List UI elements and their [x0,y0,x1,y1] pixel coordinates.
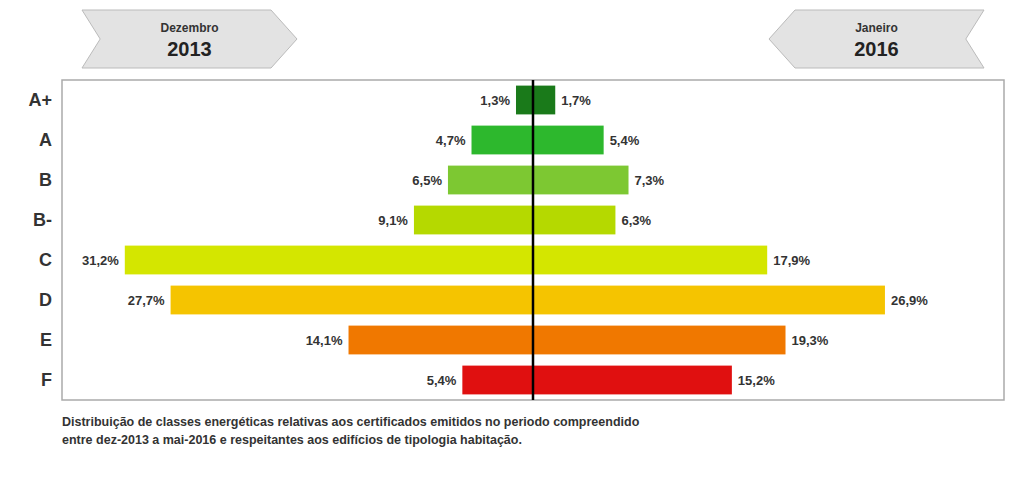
category-label: F [41,370,52,390]
category-label: A+ [28,90,52,110]
bar [533,326,786,355]
bars [125,86,885,395]
category-label: E [40,330,52,350]
bar [462,366,533,395]
bar [533,86,555,115]
bar [533,206,615,235]
bar [533,126,604,155]
page: {"chart_data": { "type": "bar", "orienta… [0,0,1024,487]
data-label: 5,4% [427,373,457,388]
caption-line: Distribuição de classes energéticas rela… [62,415,640,429]
data-label: 1,7% [561,93,591,108]
banner: Dezembro 2013 [82,10,297,68]
banner-text: 2013 [167,38,212,60]
data-label: 6,3% [621,213,651,228]
bar [533,366,732,395]
data-label: 31,2% [82,253,119,268]
bar [125,246,533,275]
bar [414,206,533,235]
data-label: 14,1% [306,333,343,348]
banner-text: 2016 [854,38,899,60]
bar [516,86,533,115]
bar [533,166,629,195]
banner-text: Dezembro [160,21,218,35]
plot-frame [62,80,1004,400]
chart: 1,3% 1,7% A+ 4,7% 5,4% A 6,5% 7,3% B 9,1% 6,3% B- 31… [0,0,1024,487]
category-label: B [39,170,52,190]
bar [533,246,767,275]
bar [349,326,533,355]
category-label: A [39,130,52,150]
data-label: 4,7% [436,133,466,148]
data-label: 9,1% [378,213,408,228]
data-label: 19,3% [792,333,829,348]
data-label: 27,7% [128,293,165,308]
bar [533,286,885,315]
banner: Janeiro 2016 [769,10,984,68]
data-label: 15,2% [738,373,775,388]
data-label: 1,3% [480,93,510,108]
data-label: 6,5% [412,173,442,188]
center-line [532,80,535,400]
banner-shape [82,10,297,68]
category-label: C [39,250,52,270]
data-label: 17,9% [773,253,810,268]
caption-line: entre dez-2013 a mai-2016 e respeitantes… [62,433,522,447]
data-label: 7,3% [635,173,665,188]
caption: Distribuição de classes energéticas rela… [62,415,640,447]
data-label: 26,9% [891,293,928,308]
bar [472,126,533,155]
banner-text: Janeiro [855,21,898,35]
banner-shape [769,10,984,68]
category-label: B- [33,210,52,230]
bar [448,166,533,195]
labels: 1,3% 1,7% A+ 4,7% 5,4% A 6,5% 7,3% B 9,1% 6,3% B- 31… [28,90,928,390]
data-label: 5,4% [610,133,640,148]
bar [171,286,533,315]
category-label: D [39,290,52,310]
